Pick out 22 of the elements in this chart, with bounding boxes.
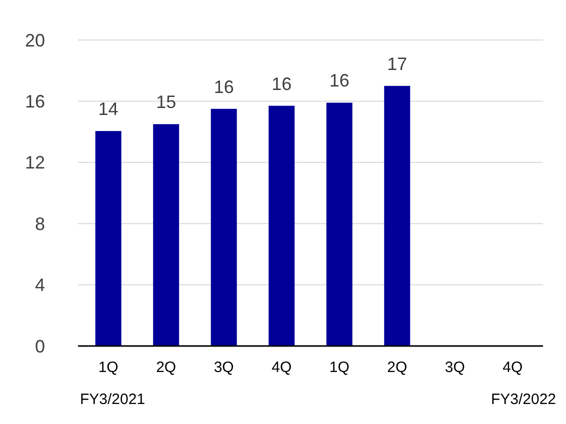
x-tick-label: 1Q	[329, 359, 350, 376]
data-label: 16	[214, 76, 234, 97]
x-tick-label: 3Q	[444, 359, 465, 376]
y-tick-label: 0	[34, 336, 45, 356]
x-tick-label: 4Q	[502, 359, 523, 376]
y-tick-label: 16	[24, 92, 45, 112]
data-label: 14	[98, 99, 118, 120]
x-tick-label: 1Q	[98, 359, 118, 376]
data-label: 15	[156, 92, 176, 112]
data-label: 17	[387, 54, 408, 74]
y-tick-label: 12	[24, 152, 45, 173]
x-tick-label: 2Q	[156, 359, 176, 376]
y-tick-label: 4	[34, 275, 45, 296]
y-tick-label: 8	[34, 214, 45, 234]
x-tick-label: 4Q	[272, 359, 292, 376]
x-tick-label: 2Q	[387, 359, 408, 376]
y-tick-label: 20	[24, 30, 45, 50]
text: FY3/2021	[80, 391, 146, 408]
x-tick-label: 3Q	[214, 359, 234, 376]
data-label: 16	[329, 70, 350, 91]
text: FY3/2022	[490, 391, 556, 408]
data-label: 16	[272, 74, 292, 94]
